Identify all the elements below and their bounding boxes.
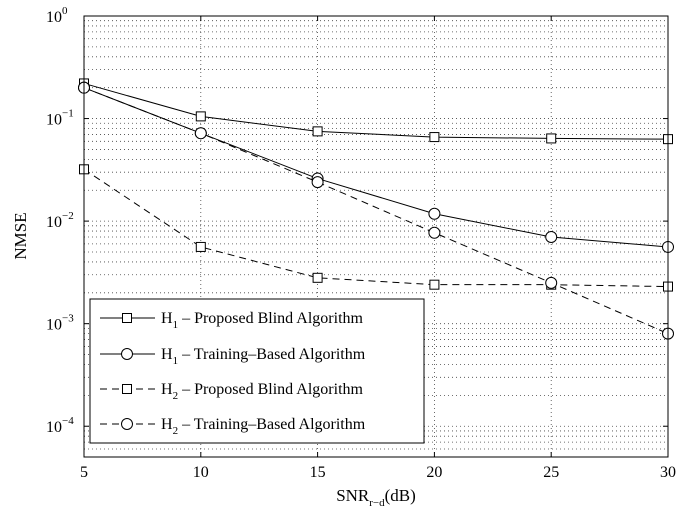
series-3	[79, 164, 673, 292]
legend-entry: H2 – Training–Based Algorithm	[100, 416, 366, 437]
series-line	[83, 87, 669, 335]
data-point	[312, 272, 323, 283]
plot-frame	[83, 15, 669, 458]
series-2	[78, 81, 674, 253]
y-tick-labels: 100 10−1 10−2 10−3 10−4	[46, 5, 668, 436]
y-tick-label: 10−4	[46, 415, 74, 436]
series-1	[79, 78, 673, 145]
data-point	[194, 127, 207, 140]
x-tick-label: 20	[426, 464, 442, 481]
series-line	[83, 82, 669, 140]
x-tick-labels: 5 10 15 20 25 30	[80, 16, 676, 481]
data-point	[428, 226, 441, 239]
y-tick-label: 10−1	[46, 108, 74, 129]
data-point	[429, 132, 440, 143]
x-tick-label: 25	[543, 464, 559, 481]
x-axis-label-sub: r−d	[369, 497, 385, 509]
data-point	[311, 176, 324, 189]
x-axis-label-suffix: (dB)	[385, 486, 416, 505]
x-axis-label-main: SNR	[336, 486, 370, 505]
y-tick-label: 10−3	[46, 313, 74, 334]
y-tick-label: 100	[46, 5, 68, 26]
data-point	[429, 279, 440, 290]
data-point	[312, 126, 323, 137]
y-axis-label: NMSE	[11, 212, 30, 259]
series-line	[83, 168, 669, 288]
legend-entry: H1 – Training–Based Algorithm	[100, 346, 366, 367]
legend-label: H1 – Training–Based Algorithm	[161, 346, 366, 367]
legend-marker	[122, 384, 132, 394]
legend-label: H1 – Proposed Blind Algorithm	[161, 310, 364, 331]
data-point	[545, 231, 558, 244]
legend-label: H2 – Proposed Blind Algorithm	[161, 381, 364, 402]
legend: H1 – Proposed Blind Algorithm H1 – Traini…	[89, 298, 425, 444]
legend-label: H2 – Training–Based Algorithm	[161, 416, 366, 437]
data-point	[428, 207, 441, 220]
x-tick-label: 15	[310, 464, 326, 481]
x-axis-label: SNRr−d(dB)	[336, 486, 416, 509]
x-tick-label: 30	[660, 464, 676, 481]
legend-marker	[121, 418, 133, 430]
legend-entry: H1 – Proposed Blind Algorithm	[100, 310, 364, 331]
data-point	[195, 111, 206, 122]
data-point	[545, 276, 558, 289]
legend-marker	[122, 313, 132, 323]
y-tick-label: 10−2	[46, 210, 74, 231]
x-tick-label: 10	[193, 464, 209, 481]
data-point	[195, 241, 206, 252]
legend-marker	[121, 348, 133, 360]
legend-box	[89, 298, 425, 444]
series-line	[83, 87, 669, 248]
data-point	[546, 133, 557, 144]
x-tick-label: 5	[80, 464, 88, 481]
legend-entry: H2 – Proposed Blind Algorithm	[100, 381, 364, 402]
